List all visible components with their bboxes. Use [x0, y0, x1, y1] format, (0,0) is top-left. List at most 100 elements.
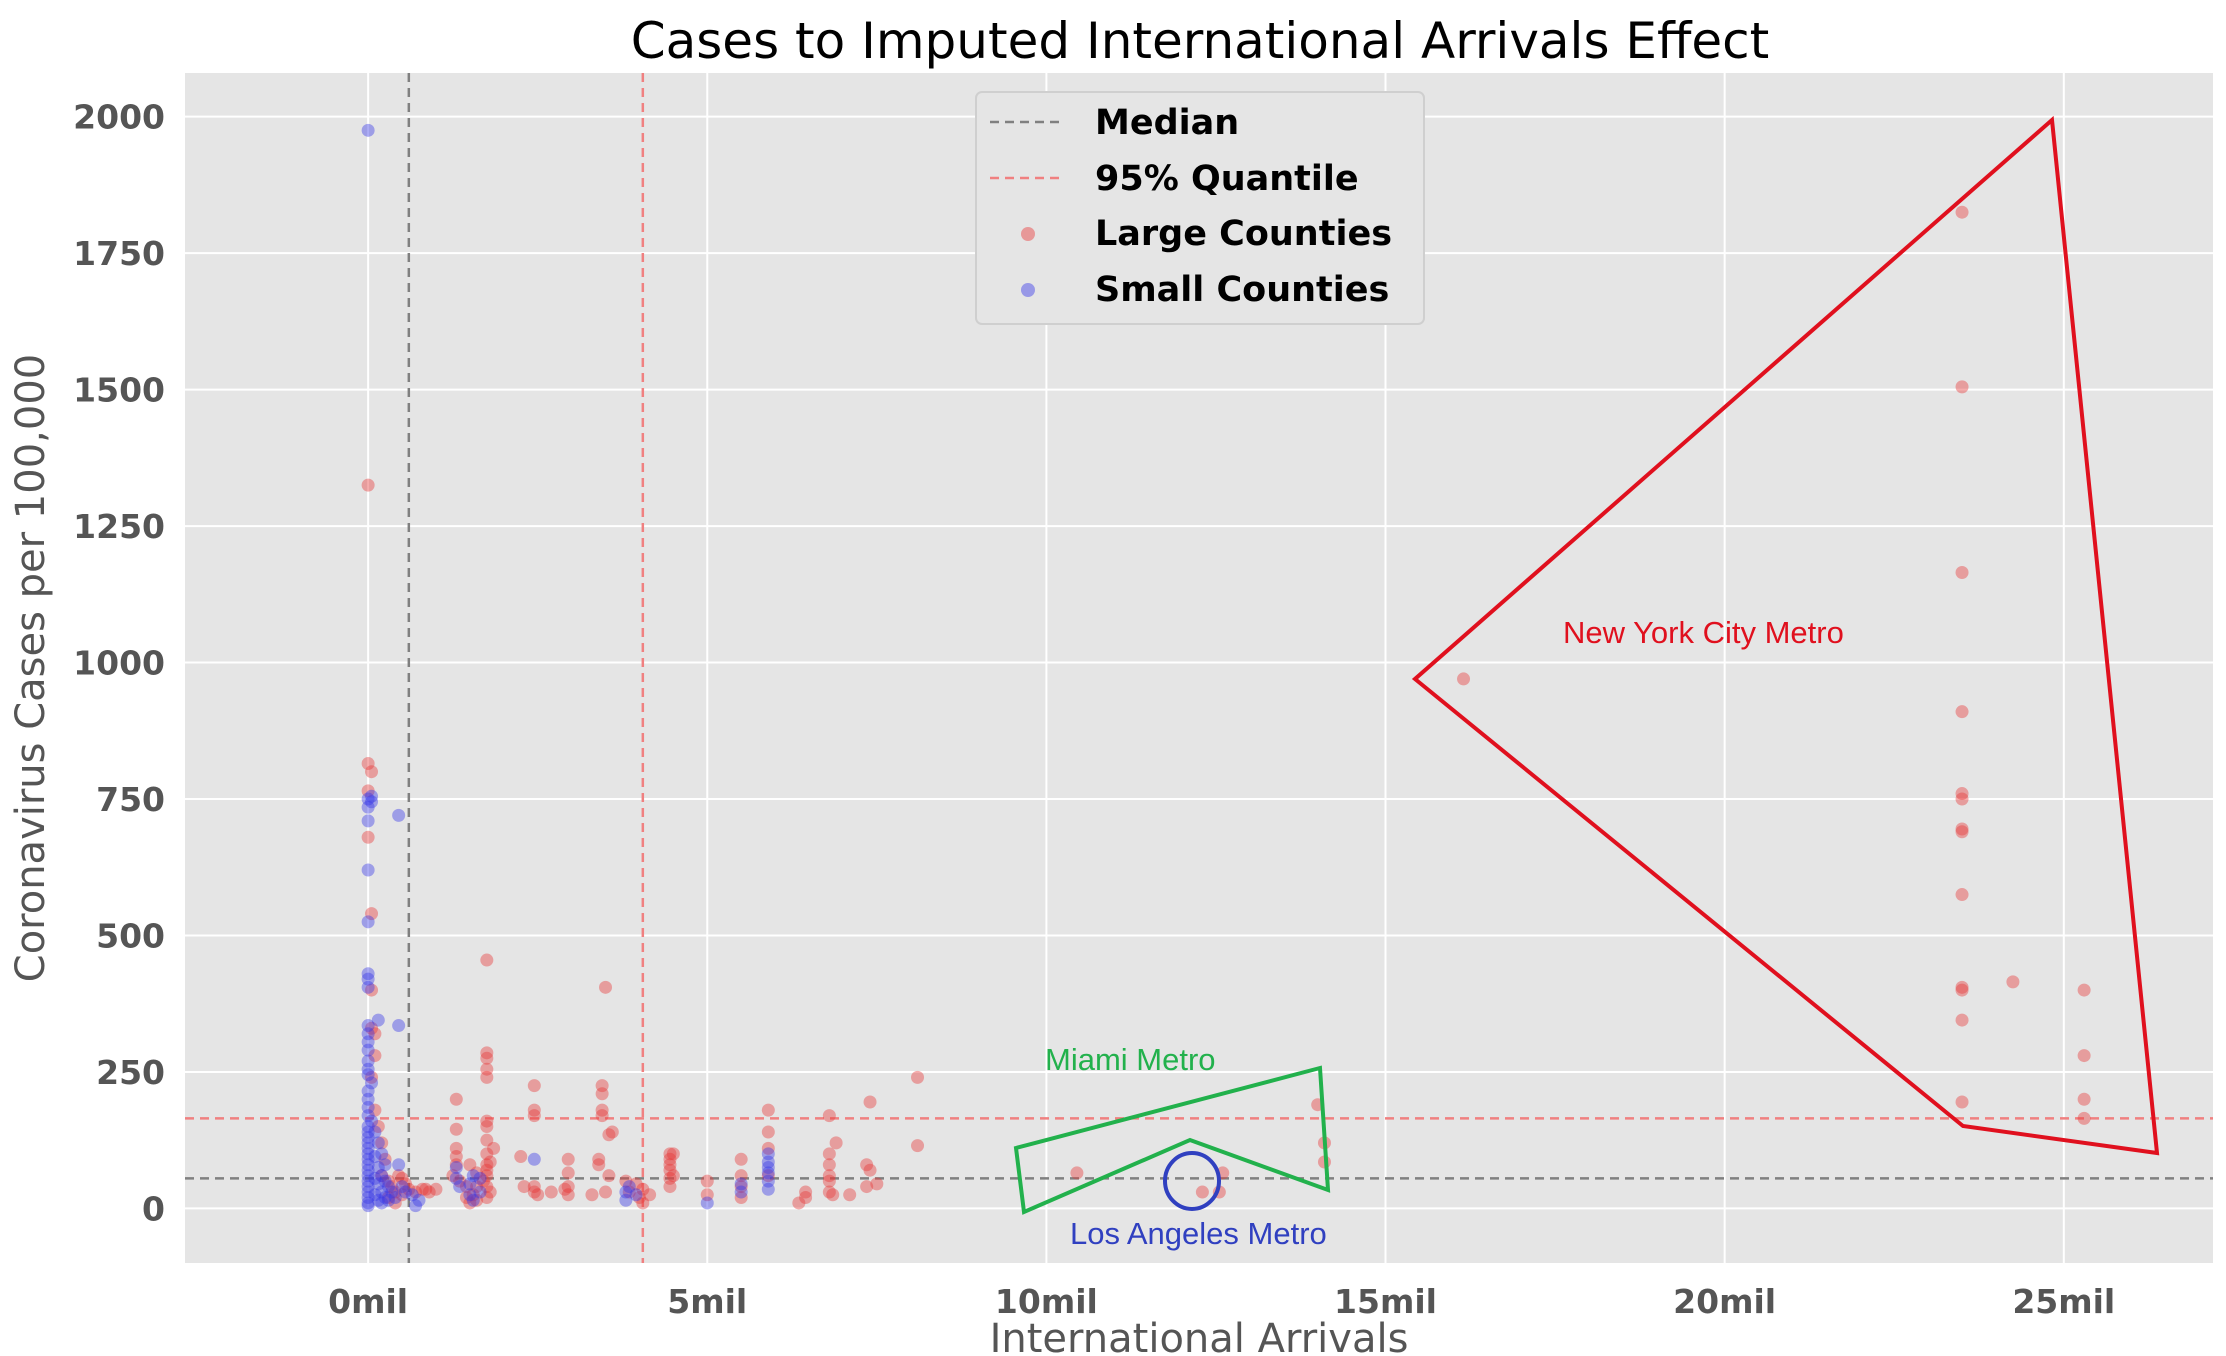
- small-counties-point: [365, 795, 379, 809]
- large-counties-point: [1955, 205, 1969, 219]
- large-counties-point: [1955, 822, 1969, 836]
- large-counties-point: [368, 1049, 382, 1063]
- small-counties-point: [449, 1160, 463, 1174]
- large-counties-point: [843, 1188, 857, 1202]
- large-counties-point: [1457, 672, 1471, 686]
- small-counties-point: [361, 792, 375, 806]
- large-counties-point: [480, 953, 494, 967]
- small-counties-point: [361, 1109, 375, 1123]
- large-counties-point: [561, 1166, 575, 1180]
- large-counties-point: [599, 1185, 613, 1199]
- large-counties-point: [527, 1180, 541, 1194]
- x-tick-label: 10mil: [995, 1282, 1098, 1321]
- small-counties-point: [371, 1177, 385, 1191]
- small-counties-point: [365, 789, 379, 803]
- large-counties-point: [395, 1188, 409, 1202]
- y-tick-label: 1500: [73, 371, 165, 410]
- small-counties-point: [361, 1100, 375, 1114]
- large-counties-point: [480, 1169, 494, 1183]
- large-counties-point: [602, 1128, 616, 1142]
- small-counties-point: [368, 1171, 382, 1185]
- large-counties-point: [480, 1158, 494, 1172]
- small-counties-point: [361, 123, 375, 137]
- large-counties-point: [605, 1125, 619, 1139]
- small-counties-point: [375, 1169, 389, 1183]
- large-counties-point: [1955, 1013, 1969, 1027]
- small-counties-point: [473, 1171, 487, 1185]
- large-counties-point: [761, 1125, 775, 1139]
- reference-lines: [185, 73, 2213, 1263]
- small-counties-point: [629, 1188, 643, 1202]
- y-tick-label: 2000: [73, 98, 165, 137]
- large-counties-point: [561, 1152, 575, 1166]
- small-counties-point: [361, 814, 375, 828]
- large-counties-point: [643, 1188, 657, 1202]
- nyc-triangle-outline: [1411, 115, 2160, 1156]
- legend: Median 95% Quantile Large Counties Small…: [975, 91, 1425, 325]
- small-counties-point: [371, 1160, 385, 1174]
- large-counties-point: [663, 1163, 677, 1177]
- small-counties-point: [361, 1185, 375, 1199]
- large-counties-point: [822, 1158, 836, 1172]
- large-counties-point: [378, 1152, 392, 1166]
- large-counties-point: [799, 1185, 813, 1199]
- small-counties-point: [463, 1188, 477, 1202]
- large-counties-point: [480, 1120, 494, 1134]
- large-counties-point: [863, 1163, 877, 1177]
- large-counties-point: [385, 1180, 399, 1194]
- small-counties-point: [473, 1185, 487, 1199]
- y-tick-label: 1000: [73, 644, 165, 683]
- small-counties-point: [361, 1120, 375, 1134]
- large-counties-point: [459, 1180, 473, 1194]
- y-tick-label: 250: [96, 1053, 165, 1092]
- large-counties-point: [487, 1141, 501, 1155]
- small-counties-point: [368, 1188, 382, 1202]
- small-counties-point: [365, 1076, 379, 1090]
- small-counties-point: [361, 1180, 375, 1194]
- x-axis-label: International Arrivals: [990, 1316, 1409, 1356]
- large-counties-point: [663, 1171, 677, 1185]
- large-counties-point: [361, 757, 375, 771]
- small-counties-point: [405, 1188, 419, 1202]
- small-counties-point: [371, 1136, 385, 1150]
- small-counties-point: [361, 1130, 375, 1144]
- large-counties-point: [822, 1147, 836, 1161]
- large-counties-point: [361, 478, 375, 492]
- large-counties-point: [365, 765, 379, 779]
- large-counties-point: [860, 1180, 874, 1194]
- large-counties-point: [388, 1196, 402, 1210]
- large-counties-point: [480, 1180, 494, 1194]
- large-counties-point: [459, 1190, 473, 1204]
- small-counties-point: [361, 1084, 375, 1098]
- annotation-miami: Miami Metro: [1013, 1042, 1331, 1215]
- small-counties-point: [361, 980, 375, 994]
- large-counties-point: [419, 1182, 433, 1196]
- large-counties-point: [365, 1021, 379, 1035]
- large-counties-point: [595, 1109, 609, 1123]
- large-counties-point: [632, 1190, 646, 1204]
- large-counties-point: [480, 1133, 494, 1147]
- large-counties-point: [592, 1152, 606, 1166]
- large-counties-point: [527, 1103, 541, 1117]
- large-counties-point: [911, 1070, 925, 1084]
- large-counties-point: [1955, 787, 1969, 801]
- small-counties-point: [368, 1150, 382, 1164]
- small-counties-point: [361, 1147, 375, 1161]
- small-counties-point: [619, 1185, 633, 1199]
- annotation-nyc: New York City Metro: [1411, 115, 2160, 1156]
- small-counties-point: [734, 1177, 748, 1191]
- large-counties-point: [544, 1185, 558, 1199]
- large-counties-point: [622, 1185, 636, 1199]
- x-tick-label: 15mil: [1334, 1282, 1437, 1321]
- small-counties-point: [761, 1155, 775, 1169]
- large-counties-point: [375, 1136, 389, 1150]
- large-counties-point: [368, 1103, 382, 1117]
- large-counties-point: [761, 1169, 775, 1183]
- large-counties-point: [463, 1196, 477, 1210]
- large-counties-point: [371, 1120, 385, 1134]
- small-counties-point: [463, 1177, 477, 1191]
- large-counties-point: [666, 1147, 680, 1161]
- large-counties-point: [1955, 380, 1969, 394]
- small-counties-point: [381, 1180, 395, 1194]
